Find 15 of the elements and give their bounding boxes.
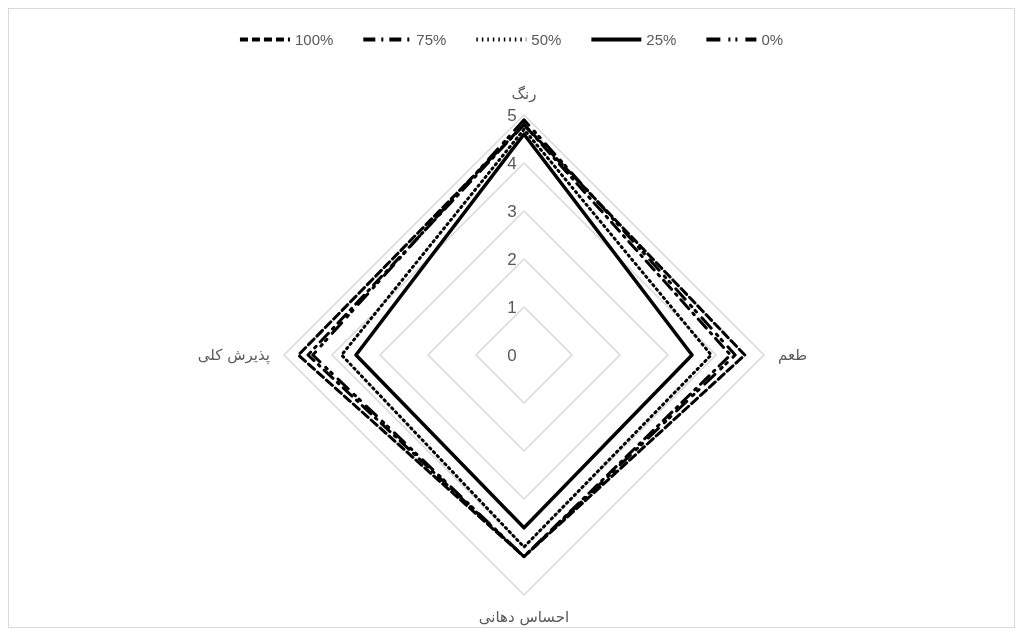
legend-label: 0% xyxy=(761,31,784,48)
legend-label: 50% xyxy=(531,31,562,48)
y-tick-label: 3 xyxy=(507,201,517,221)
spoke-label: احساس دهانی xyxy=(478,607,570,626)
y-tick-label: 4 xyxy=(507,153,517,173)
y-tick-label: 1 xyxy=(507,297,517,317)
legend-label: 25% xyxy=(646,31,677,48)
legend-label: 100% xyxy=(294,31,334,48)
spoke-label: پذیرش کلی xyxy=(197,346,270,365)
spoke-label: طعم xyxy=(778,346,808,364)
y-tick-label: 5 xyxy=(507,105,517,125)
y-tick-label: 2 xyxy=(507,249,517,269)
legend-label: 75% xyxy=(416,31,447,48)
spoke-label: رنگ xyxy=(511,84,537,103)
y-tick-label: 0 xyxy=(507,345,517,365)
